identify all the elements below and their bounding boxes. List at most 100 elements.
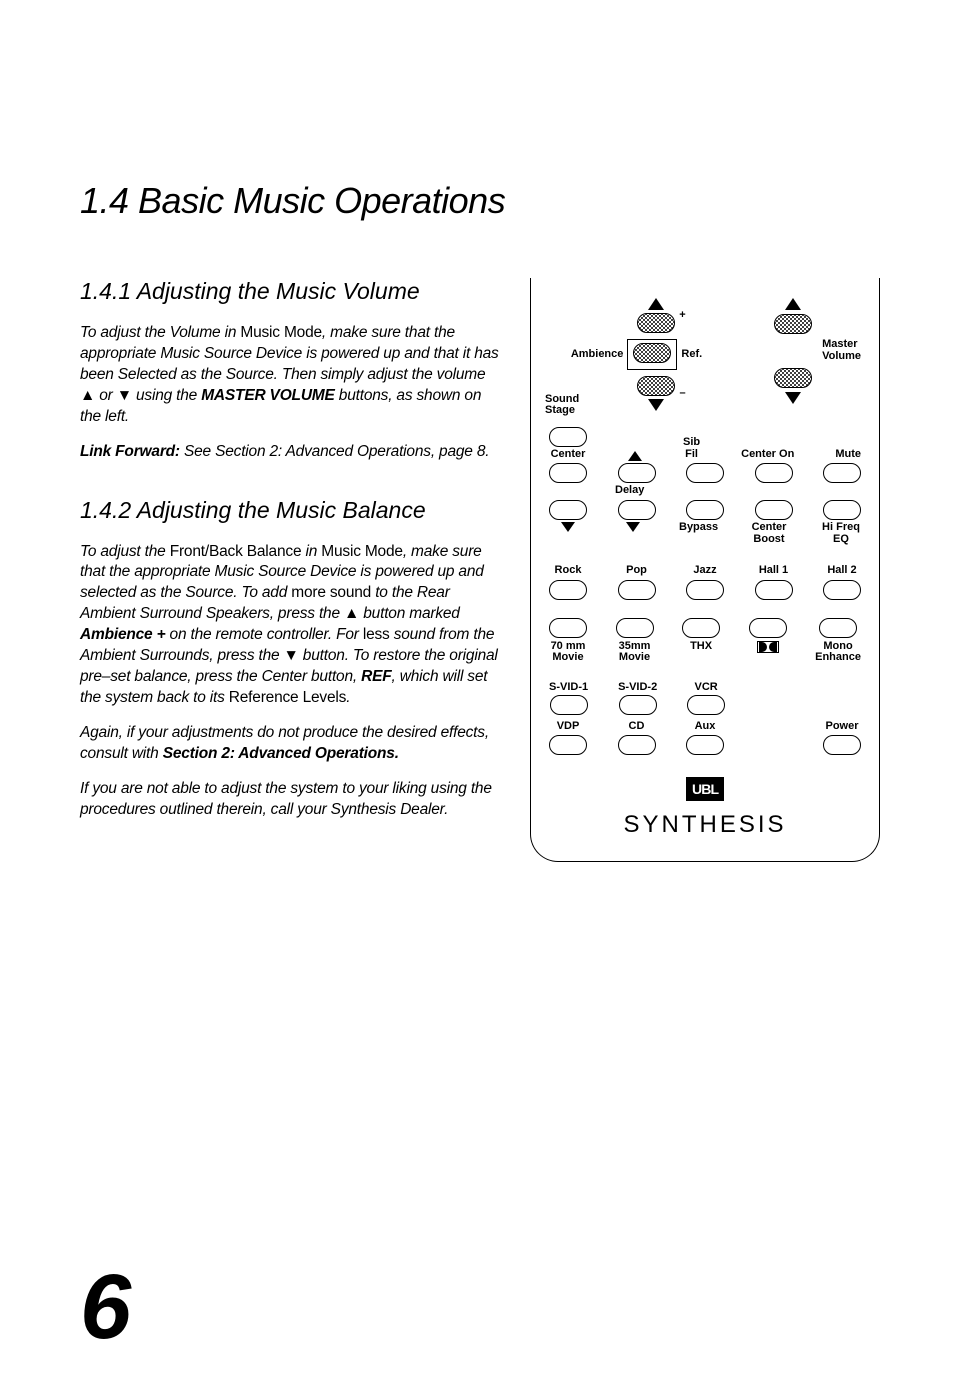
ref-label: Ref.	[681, 349, 702, 361]
page-title: 1.4 Basic Music Operations	[80, 180, 874, 222]
mono-label: MonoEnhance	[815, 641, 861, 664]
center-button[interactable]	[549, 463, 587, 483]
sub2-para3: If you are not able to adjust the system…	[80, 779, 500, 821]
mute-button[interactable]	[823, 463, 861, 483]
t: Section 2: Advanced Operations.	[163, 745, 399, 762]
master-volume-up-icon	[785, 298, 801, 310]
delay-label: Delay	[615, 485, 644, 497]
sib-fil-button[interactable]	[686, 463, 724, 483]
pop-label: Pop	[626, 565, 647, 577]
70mm-label: 70 mmMovie	[551, 641, 586, 664]
content-row: 1.4.1 Adjusting the Music Volume To adju…	[80, 278, 874, 862]
remote-diagram: + Ambience Ref.	[530, 278, 880, 862]
aux-label: Aux	[695, 721, 716, 733]
jbl-logo-icon: U B L	[686, 777, 724, 801]
ambience-down-icon	[648, 399, 664, 411]
t: Front/Back Balance	[170, 543, 302, 560]
ambience-minus-button[interactable]	[637, 376, 675, 396]
hi-freq-eq-button[interactable]	[823, 500, 861, 520]
35mm-button[interactable]	[616, 618, 654, 638]
master-volume-label: MasterVolume	[822, 339, 861, 362]
t: in	[301, 543, 321, 560]
t: .	[346, 689, 350, 706]
subsection-1-title: 1.4.1 Adjusting the Music Volume	[80, 278, 500, 305]
mute-label: Mute	[835, 449, 861, 461]
ambience-ref-button[interactable]	[633, 343, 671, 363]
delay-up-button[interactable]	[618, 463, 656, 483]
delay-down-icon	[626, 522, 640, 532]
hall1-label: Hall 1	[759, 565, 788, 577]
svid1-label: S-VID-1	[549, 682, 588, 694]
master-volume-down-icon	[785, 392, 801, 404]
t: more sound	[291, 584, 371, 601]
vcr-label: VCR	[695, 682, 718, 694]
text-column: 1.4.1 Adjusting the Music Volume To adju…	[80, 278, 500, 862]
center-boost-button[interactable]	[755, 500, 793, 520]
page-number: 6	[80, 1255, 131, 1360]
center-on-label: Center On	[741, 449, 794, 461]
rock-button[interactable]	[549, 580, 587, 600]
aux-button[interactable]	[686, 735, 724, 755]
subsection-2-title: 1.4.2 Adjusting the Music Balance	[80, 497, 500, 524]
sound-stage-label: SoundStage	[545, 394, 579, 417]
mono-button[interactable]	[819, 618, 857, 638]
center-button-2[interactable]	[549, 500, 587, 520]
t: Link Forward:	[80, 443, 180, 460]
sound-stage-button[interactable]	[549, 427, 587, 447]
t: Music Mode	[240, 324, 322, 341]
center-boost-label: CenterBoost	[744, 522, 794, 545]
svid2-button[interactable]	[619, 695, 657, 715]
bypass-label: Bypass	[679, 522, 717, 534]
t: Reference Levels	[229, 689, 346, 706]
mode-row-2: 70 mmMovie 35mmMovie THX MonoEnhance	[549, 618, 861, 664]
t: See Section 2: Advanced Operations, page…	[180, 443, 489, 460]
vdp-button[interactable]	[549, 735, 587, 755]
t: less	[363, 626, 390, 643]
t: on the remote controller. For	[165, 626, 362, 643]
hall1-button[interactable]	[755, 580, 793, 600]
master-volume-down-button[interactable]	[774, 368, 812, 388]
center-label: Center	[551, 449, 586, 461]
bypass-button[interactable]	[686, 500, 724, 520]
plus-label: +	[679, 310, 685, 322]
svid1-button[interactable]	[550, 695, 588, 715]
sub1-link-forward: Link Forward: See Section 2: Advanced Op…	[80, 442, 500, 463]
vcr-button[interactable]	[687, 695, 725, 715]
thx-label: THX	[690, 641, 712, 653]
35mm-label: 35mmMovie	[619, 641, 651, 664]
ambience-label: Ambience	[571, 349, 624, 361]
center-down-icon	[561, 522, 575, 532]
hall2-button[interactable]	[823, 580, 861, 600]
t: MASTER VOLUME	[201, 387, 334, 404]
delay-down-button[interactable]	[618, 500, 656, 520]
t: To adjust the	[80, 543, 170, 560]
delay-up-icon	[628, 451, 642, 461]
rock-label: Rock	[555, 565, 582, 577]
dolby-button[interactable]	[749, 618, 787, 638]
sib-fil-label: SibFil	[683, 437, 700, 460]
thx-button[interactable]	[682, 618, 720, 638]
dolby-icon	[757, 641, 779, 653]
cd-button[interactable]	[618, 735, 656, 755]
t: To adjust the Volume in	[80, 324, 240, 341]
power-label: Power	[825, 721, 858, 733]
mode-row-1: Rock Pop Jazz Hall 1 Hall 2	[549, 565, 861, 600]
hifreq-label: Hi FreqEQ	[821, 522, 861, 545]
pop-button[interactable]	[618, 580, 656, 600]
vdp-label: VDP	[557, 721, 580, 733]
minus-label: –	[679, 388, 685, 400]
t: Music Mode	[321, 543, 403, 560]
brand-label: SYNTHESIS	[549, 811, 861, 839]
cd-label: CD	[629, 721, 645, 733]
center-on-button[interactable]	[755, 463, 793, 483]
t: Ambience +	[80, 626, 165, 643]
master-volume-up-button[interactable]	[774, 314, 812, 334]
sub2-para2: Again, if your adjustments do not produc…	[80, 723, 500, 765]
ambience-up-icon	[648, 298, 664, 310]
power-button[interactable]	[823, 735, 861, 755]
ambience-plus-button[interactable]	[637, 313, 675, 333]
jazz-label: Jazz	[693, 565, 716, 577]
remote-column: + Ambience Ref.	[530, 278, 880, 862]
70mm-button[interactable]	[549, 618, 587, 638]
jazz-button[interactable]	[686, 580, 724, 600]
